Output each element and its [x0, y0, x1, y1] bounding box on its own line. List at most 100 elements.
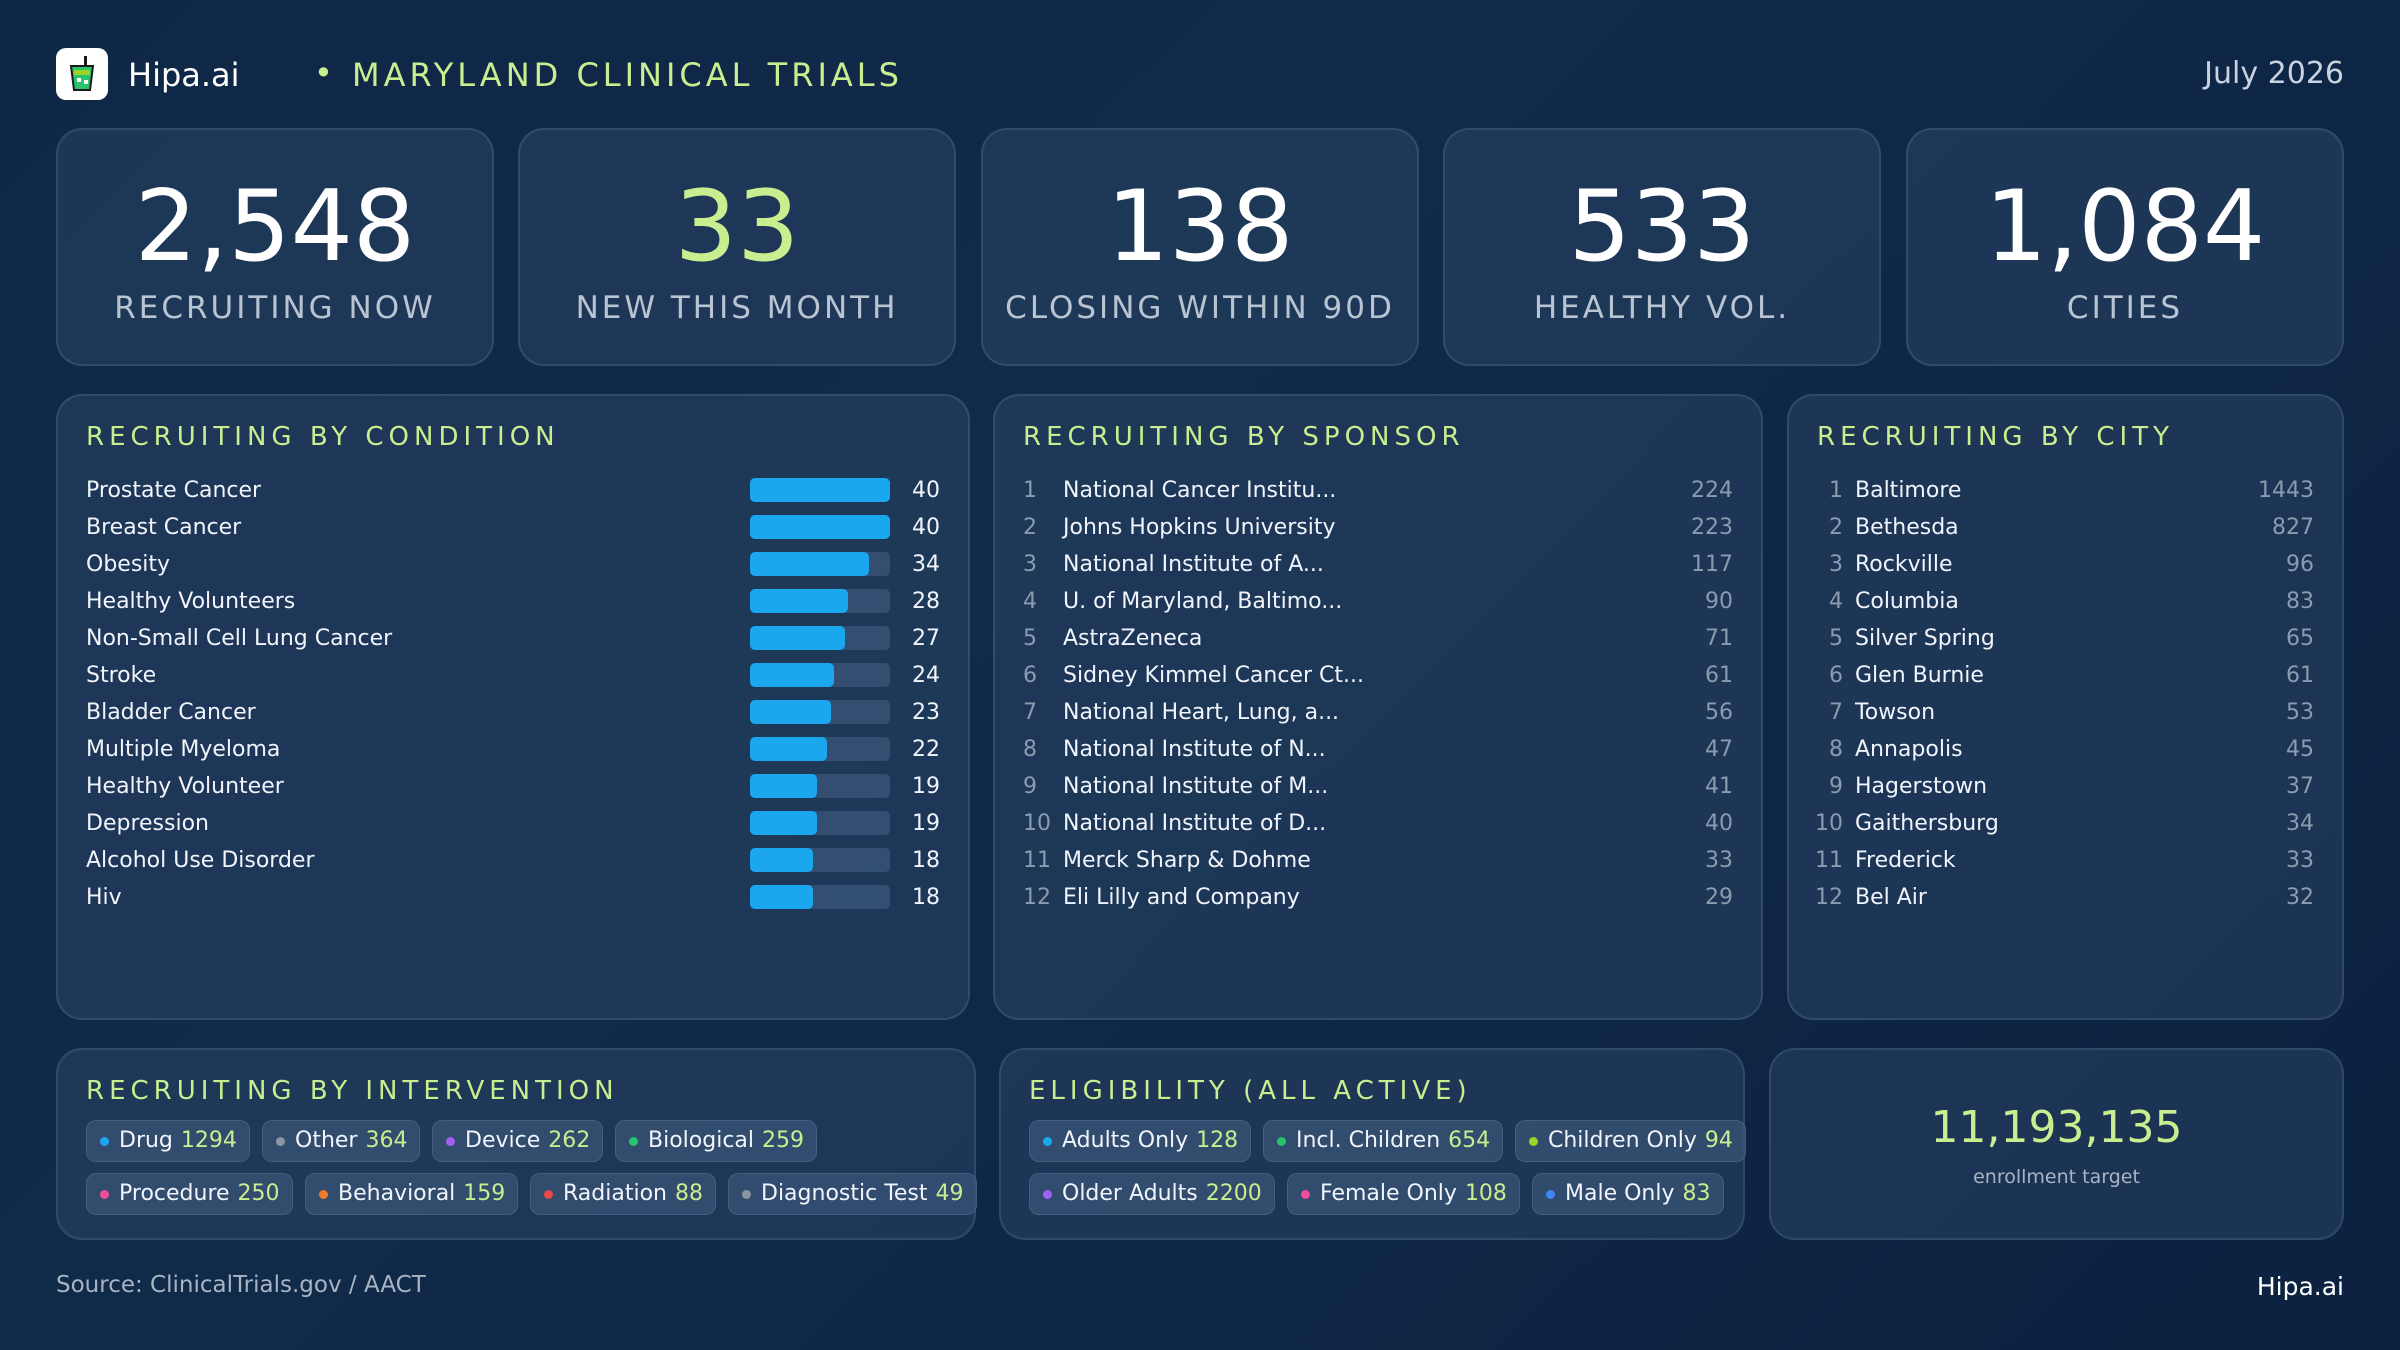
- intervention-chip: Behavioral 159: [305, 1173, 519, 1215]
- enrollment-value: 11,193,135: [1930, 1102, 2183, 1153]
- report-date: July 2026: [2204, 56, 2344, 91]
- sponsor-name: National Institute of A...: [1063, 552, 1324, 577]
- sponsor-name: U. of Maryland, Baltimo...: [1063, 589, 1343, 614]
- sponsor-count: 47: [1705, 737, 1733, 762]
- condition-row: Healthy Volunteer 19: [58, 768, 968, 804]
- eligibility-chip: Older Adults 2200: [1029, 1173, 1275, 1215]
- sponsor-row: 11 Merck Sharp & Dohme 33: [995, 842, 1761, 878]
- condition-name: Stroke: [86, 663, 157, 688]
- city-count: 827: [2272, 515, 2314, 540]
- sponsor-name: National Cancer Institu...: [1063, 478, 1337, 503]
- chip-count: 94: [1704, 1128, 1733, 1153]
- condition-name: Obesity: [86, 552, 171, 577]
- logo: [56, 48, 108, 100]
- city-name: Rockville: [1855, 552, 1953, 577]
- intervention-chip: Other 364: [262, 1120, 421, 1162]
- color-dot-icon: [1546, 1190, 1555, 1199]
- condition-bar-track: [750, 478, 890, 502]
- sponsor-rank: 8: [1023, 737, 1037, 762]
- sponsor-rank: 11: [1023, 848, 1051, 873]
- chip-count: 2200: [1205, 1181, 1262, 1206]
- chip-label: Children Only: [1548, 1128, 1697, 1153]
- city-count: 53: [2286, 700, 2314, 725]
- city-row: 8 Annapolis 45: [1789, 731, 2342, 767]
- city-count: 34: [2286, 811, 2314, 836]
- sponsor-count: 41: [1705, 774, 1733, 799]
- condition-row: Stroke 24: [58, 657, 968, 693]
- city-rank: 2: [1829, 515, 1843, 540]
- condition-bar: [750, 626, 845, 650]
- sponsor-rank: 12: [1023, 885, 1051, 910]
- chip-count: 128: [1196, 1128, 1239, 1153]
- condition-count: 40: [912, 515, 940, 540]
- chip-count: 262: [548, 1128, 591, 1153]
- sponsor-name: National Heart, Lung, a...: [1063, 700, 1340, 725]
- condition-bar: [750, 515, 890, 539]
- city-row: 1 Baltimore 1443: [1789, 472, 2342, 508]
- sponsor-rank: 10: [1023, 811, 1051, 836]
- color-dot-icon: [276, 1137, 285, 1146]
- city-row: 11 Frederick 33: [1789, 842, 2342, 878]
- condition-bar: [750, 737, 827, 761]
- color-dot-icon: [1301, 1190, 1310, 1199]
- city-row: 5 Silver Spring 65: [1789, 620, 2342, 656]
- kpi-value: 533: [1568, 170, 1756, 284]
- intervention-chip: Device 262: [432, 1120, 604, 1162]
- condition-count: 18: [912, 848, 940, 873]
- color-dot-icon: [1277, 1137, 1286, 1146]
- chip-label: Device: [465, 1128, 541, 1153]
- kpi-value: 2,548: [134, 170, 416, 284]
- chip-count: 259: [762, 1128, 805, 1153]
- city-rank: 11: [1815, 848, 1843, 873]
- kpi-label: NEW THIS MONTH: [575, 290, 899, 326]
- sponsor-count: 223: [1691, 515, 1733, 540]
- city-row: 7 Towson 53: [1789, 694, 2342, 730]
- sponsor-name: Eli Lilly and Company: [1063, 885, 1300, 910]
- enrollment-label: enrollment target: [1973, 1166, 2140, 1188]
- city-row: 6 Glen Burnie 61: [1789, 657, 2342, 693]
- header: Hipa.ai • MARYLAND CLINICAL TRIALS July …: [56, 46, 2344, 102]
- sponsor-rank: 3: [1023, 552, 1037, 577]
- kpi-value: 33: [674, 170, 800, 284]
- sponsor-rank: 2: [1023, 515, 1037, 540]
- sponsor-rank: 9: [1023, 774, 1037, 799]
- city-row: 9 Hagerstown 37: [1789, 768, 2342, 804]
- condition-name: Healthy Volunteers: [86, 589, 296, 614]
- condition-bar: [750, 478, 890, 502]
- source-text: Source: ClinicalTrials.gov / AACT: [56, 1272, 426, 1298]
- eligibility-chip: Incl. Children 654: [1263, 1120, 1504, 1162]
- sponsor-row: 7 National Heart, Lung, a... 56: [995, 694, 1761, 730]
- sponsor-row: 9 National Institute of M... 41: [995, 768, 1761, 804]
- sponsor-count: 90: [1705, 589, 1733, 614]
- condition-count: 28: [912, 589, 940, 614]
- chip-label: Other: [295, 1128, 358, 1153]
- condition-row: Hiv 18: [58, 879, 968, 915]
- city-rank: 9: [1829, 774, 1843, 799]
- chip-label: Behavioral: [338, 1181, 456, 1206]
- sponsor-name: Johns Hopkins University: [1063, 515, 1336, 540]
- sponsor-count: 56: [1705, 700, 1733, 725]
- condition-bar: [750, 552, 869, 576]
- section-title: RECRUITING BY CONDITION: [86, 422, 560, 452]
- city-row: 3 Rockville 96: [1789, 546, 2342, 582]
- city-count: 61: [2286, 663, 2314, 688]
- condition-name: Multiple Myeloma: [86, 737, 281, 762]
- city-row: 12 Bel Air 32: [1789, 879, 2342, 915]
- sponsor-name: Merck Sharp & Dohme: [1063, 848, 1311, 873]
- sponsor-name: AstraZeneca: [1063, 626, 1203, 651]
- color-dot-icon: [1043, 1190, 1052, 1199]
- condition-name: Bladder Cancer: [86, 700, 256, 725]
- city-rank: 5: [1829, 626, 1843, 651]
- chip-count: 88: [674, 1181, 703, 1206]
- city-count: 65: [2286, 626, 2314, 651]
- kpi-label: RECRUITING NOW: [114, 290, 436, 326]
- condition-name: Healthy Volunteer: [86, 774, 284, 799]
- city-rank: 8: [1829, 737, 1843, 762]
- intervention-panel: RECRUITING BY INTERVENTION Drug 1294 Other…: [56, 1048, 977, 1240]
- kpi-card-new-this-month: 33 NEW THIS MONTH: [518, 128, 956, 366]
- city-count: 33: [2286, 848, 2314, 873]
- condition-row: Prostate Cancer 40: [58, 472, 968, 508]
- city-rank: 7: [1829, 700, 1843, 725]
- section-title: RECRUITING BY SPONSOR: [1023, 422, 1465, 452]
- intervention-chip: Biological 259: [615, 1120, 818, 1162]
